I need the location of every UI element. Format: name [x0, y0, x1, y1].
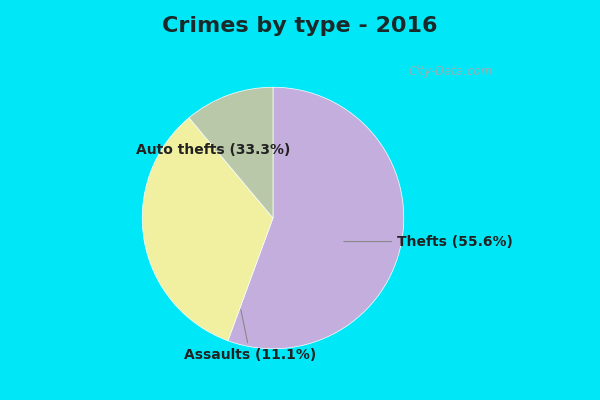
Text: Crimes by type - 2016: Crimes by type - 2016	[162, 16, 438, 36]
Text: Assaults (11.1%): Assaults (11.1%)	[184, 310, 316, 362]
Text: Thefts (55.6%): Thefts (55.6%)	[344, 234, 513, 248]
Text: City-Data.com: City-Data.com	[408, 66, 492, 78]
Wedge shape	[142, 118, 273, 341]
Wedge shape	[189, 87, 273, 218]
Text: Auto thefts (33.3%): Auto thefts (33.3%)	[136, 143, 290, 157]
Wedge shape	[228, 87, 404, 349]
